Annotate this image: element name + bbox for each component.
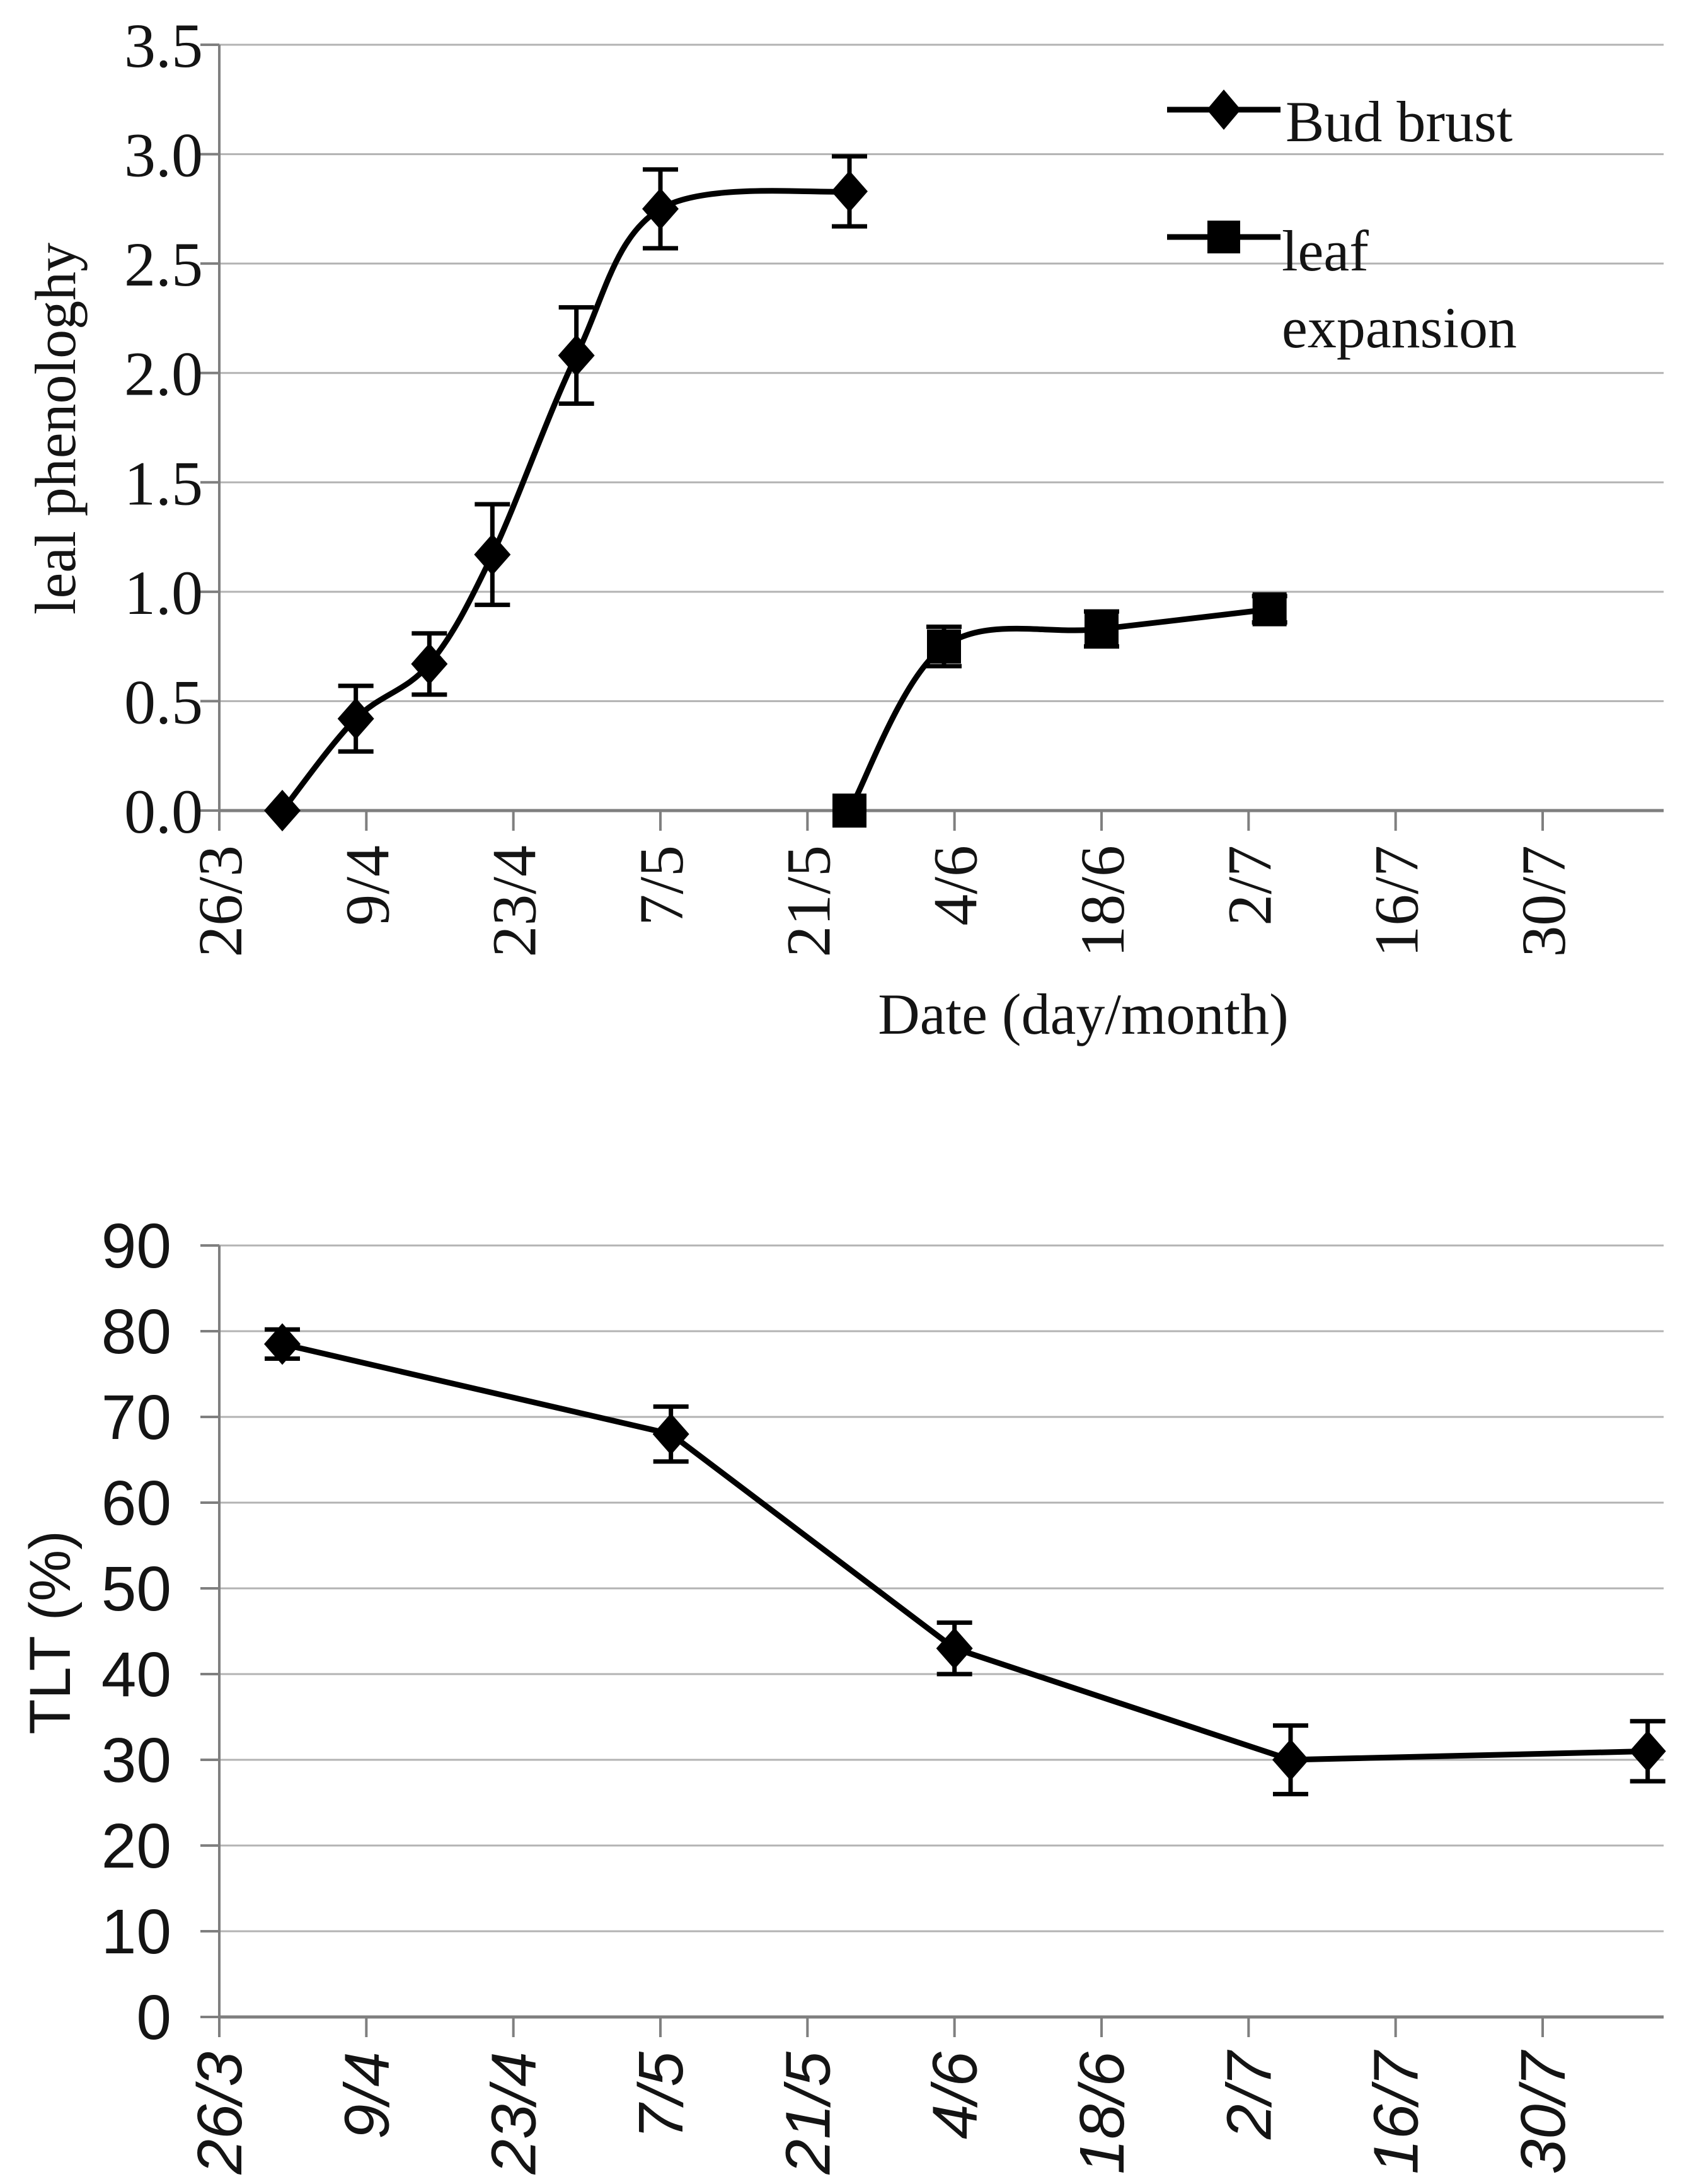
y-tick-label: 30 <box>101 1725 171 1796</box>
y-tick-label: 3.0 <box>124 120 203 190</box>
diamond-marker <box>337 698 374 740</box>
bud-brust-legend-marker-icon <box>1167 90 1281 130</box>
x-tick-label: 21/5 <box>773 845 843 957</box>
diamond-marker <box>652 1413 689 1455</box>
y-tick-label: 20 <box>101 1811 171 1881</box>
series-bud-brust <box>264 154 868 831</box>
x-tick-label: 7/5 <box>626 845 696 926</box>
diamond-marker <box>411 643 448 685</box>
x-tick-label: 16/7 <box>1362 845 1432 957</box>
diamond-marker <box>264 790 301 831</box>
y-tick-label: 0.0 <box>124 777 203 846</box>
series-tlt <box>264 1323 1666 1796</box>
x-tick-label: 9/4 <box>331 2052 402 2139</box>
x-tick-label: 26/3 <box>185 2052 255 2175</box>
x-tick-label: 18/6 <box>1067 2052 1137 2175</box>
diamond-marker <box>474 533 511 575</box>
y-tick-label: 1.0 <box>124 558 203 628</box>
x-tick-label: 21/5 <box>773 2052 843 2175</box>
y-tick-label: 2.5 <box>124 229 203 299</box>
x-tick-label: 30/7 <box>1509 845 1579 957</box>
y-tick-label: 0 <box>136 1982 171 2053</box>
square-marker <box>1252 592 1287 627</box>
x-tick-label: 18/6 <box>1068 845 1137 957</box>
y-tick-label: 1.5 <box>124 448 203 518</box>
y-tick-label: 70 <box>101 1382 171 1453</box>
bottom-y-axis-title: TLT (%) <box>18 1530 83 1735</box>
diamond-marker <box>642 188 679 230</box>
x-tick-label: 4/6 <box>921 845 991 926</box>
top-plot: 3.5 3.0 2.5 2.0 1.5 1.0 0.5 0.026/3 9/4 23/4 7/5 21… <box>124 11 1664 957</box>
x-tick-label: 30/7 <box>1508 2050 1579 2175</box>
top-chart: 3.5 3.0 2.5 2.0 1.5 1.0 0.5 0.026/3 9/4 23/4 7/5 21… <box>124 11 1664 957</box>
series-line <box>281 1341 1648 1763</box>
square-marker <box>927 629 962 664</box>
x-tick-label: 16/7 <box>1361 2050 1432 2175</box>
top-x-axis-title: Date (day/month) <box>878 982 1289 1046</box>
y-tick-label: 50 <box>101 1554 171 1624</box>
y-tick-label: 0.5 <box>124 667 203 737</box>
y-tick-label: 10 <box>101 1897 171 1967</box>
leaf-expansion-legend-marker-icon <box>1167 221 1281 253</box>
x-tick-label: 2/7 <box>1214 2050 1284 2140</box>
series-leaf-expansion <box>832 592 1287 828</box>
y-tick-label: 90 <box>101 1211 171 1281</box>
series-line <box>847 606 1270 812</box>
diamond-marker <box>936 1627 973 1670</box>
diamond-marker <box>831 170 868 212</box>
diamond-marker <box>558 334 595 376</box>
x-tick-label: 23/4 <box>479 2052 550 2175</box>
diamond-marker <box>1629 1730 1666 1772</box>
square-marker <box>1085 611 1119 646</box>
legend-label-leaf-expansion: leaf expansion <box>1282 219 1517 360</box>
x-tick-label: 9/4 <box>332 845 402 926</box>
y-tick-label: 3.5 <box>124 11 203 81</box>
top-y-axis-title: leal phenologhy <box>23 242 88 615</box>
y-tick-label: 80 <box>101 1297 171 1367</box>
legend-label-bud-brust: Bud brust <box>1286 90 1513 154</box>
x-tick-label: 2/7 <box>1214 845 1284 926</box>
x-tick-label: 26/3 <box>185 845 255 957</box>
bottom-plot: 90 80 70 60 50 40 30 20 10 026/3 9/4 23/4 7/5 21/5 4/6… <box>101 1211 1666 2175</box>
diamond-marker <box>264 1323 301 1365</box>
square-marker <box>832 794 867 828</box>
x-tick-label: 23/4 <box>480 845 550 957</box>
diamond-marker <box>1272 1739 1309 1781</box>
x-tick-label: 4/6 <box>920 2052 991 2139</box>
y-tick-label: 2.0 <box>124 339 203 409</box>
x-tick-label: 7/5 <box>626 2052 696 2139</box>
bottom-chart: 90 80 70 60 50 40 30 20 10 026/3 9/4 23/4 7/5 21/5 4/6… <box>101 1211 1666 2175</box>
y-tick-label: 60 <box>101 1468 171 1539</box>
y-tick-label: 40 <box>101 1639 171 1710</box>
